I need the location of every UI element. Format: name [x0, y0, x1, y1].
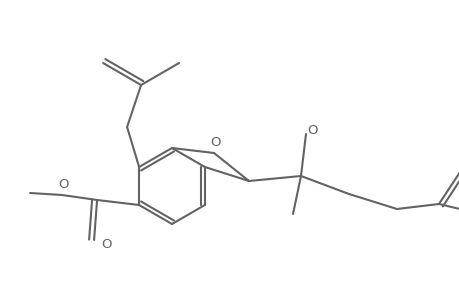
Text: O: O	[101, 238, 111, 250]
Text: O: O	[58, 178, 68, 191]
Text: O: O	[210, 136, 221, 149]
Text: O: O	[307, 124, 318, 136]
